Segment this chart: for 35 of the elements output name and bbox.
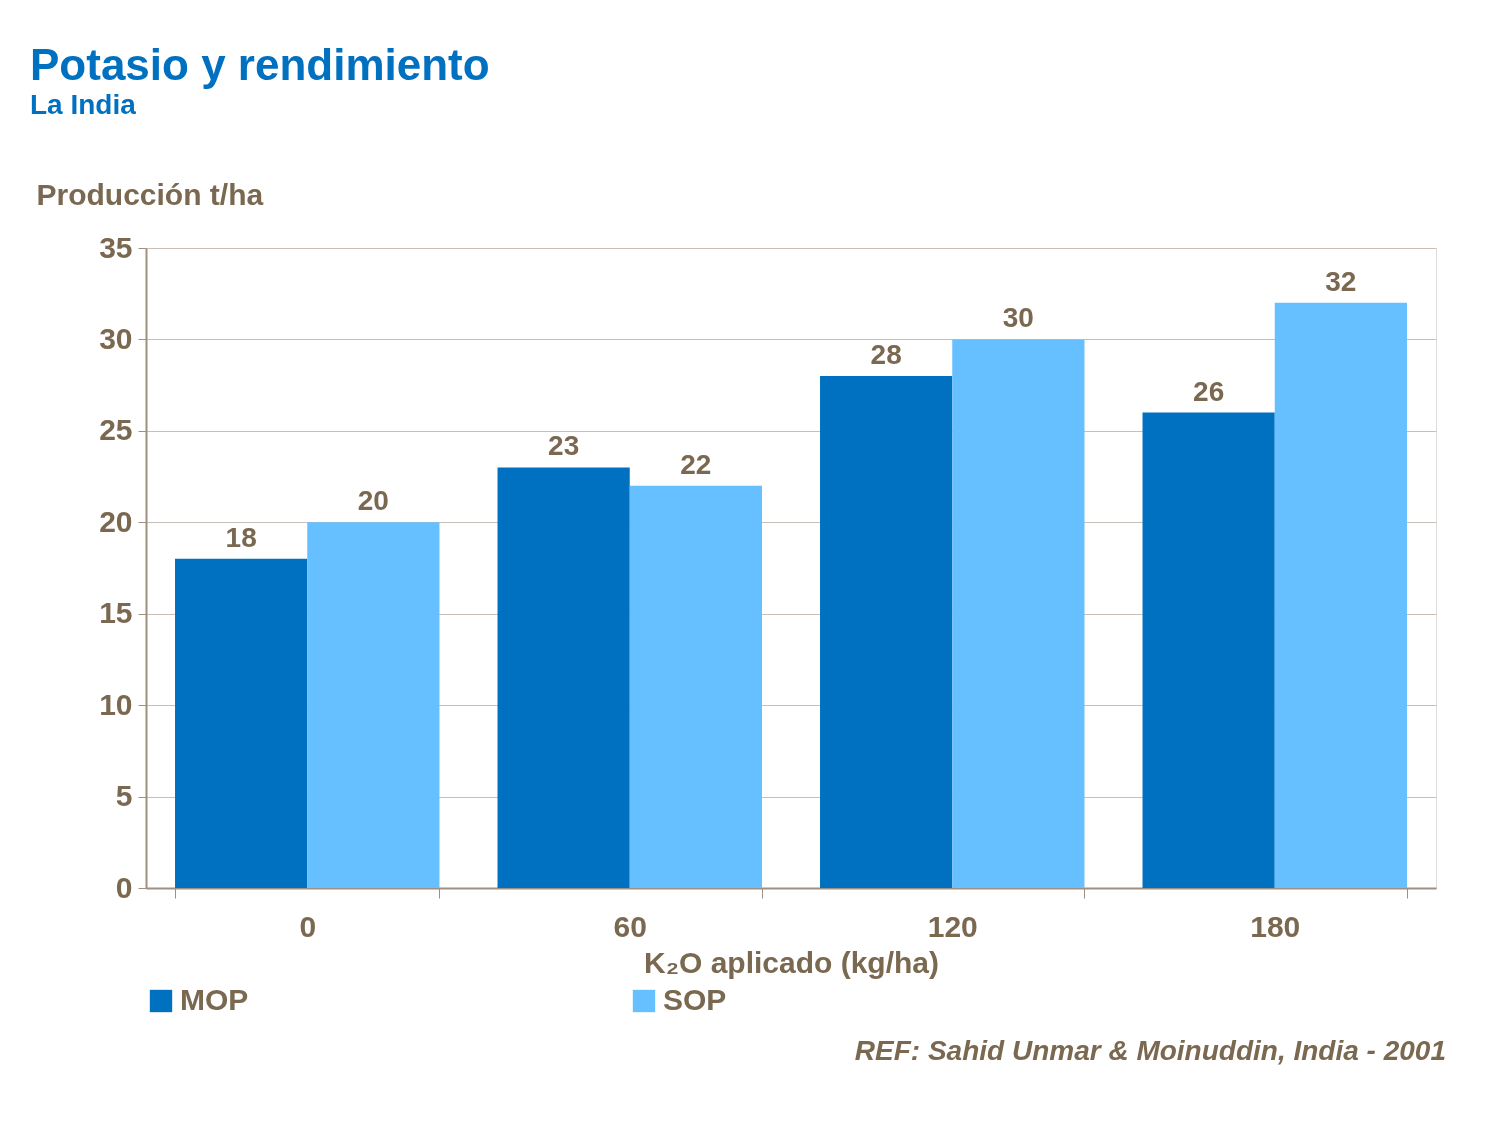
bar [1274, 302, 1407, 888]
legend-label: MOP [180, 983, 249, 1016]
bar [952, 339, 1085, 888]
y-tick-label: 25 [99, 413, 133, 447]
text: REF: Sahid Unmar & Moinuddin, India - 2001 [854, 1035, 1446, 1066]
y-tick-label: 0 [115, 870, 133, 904]
data-label: 26 [1193, 375, 1225, 407]
data-label: 18 [225, 521, 257, 553]
bar [629, 485, 762, 888]
data-label: 23 [548, 430, 580, 462]
x-axis-title: K₂O aplicado (kg/ha) [643, 945, 940, 979]
y-tick-label: 5 [115, 779, 133, 813]
y-tick-label: 30 [99, 321, 133, 355]
data-label: 20 [357, 485, 389, 517]
x-tick-label: 60 [613, 909, 647, 943]
data-label: 32 [1325, 265, 1357, 297]
bar [1142, 412, 1275, 888]
y-tick-label: 10 [99, 687, 133, 721]
y-axis-title: Producción t/ha [36, 177, 264, 211]
bar [175, 558, 308, 888]
y-tick-label: 20 [99, 504, 133, 538]
bar [307, 522, 440, 888]
chart-title: Potasio y rendimiento [30, 40, 490, 89]
bar [497, 467, 630, 888]
y-tick-label: 15 [99, 596, 133, 630]
legend-label: SOP [663, 983, 727, 1016]
x-tick-label: 0 [299, 909, 317, 943]
x-tick-label: 180 [1250, 909, 1301, 943]
bar [820, 376, 953, 888]
y-tick-label: 35 [99, 230, 133, 264]
data-label: 28 [870, 339, 902, 370]
chart-subtitle: La India [30, 89, 137, 120]
data-label: 30 [1002, 302, 1034, 334]
data-label: 22 [680, 448, 712, 480]
x-tick-label: 120 [927, 909, 978, 943]
